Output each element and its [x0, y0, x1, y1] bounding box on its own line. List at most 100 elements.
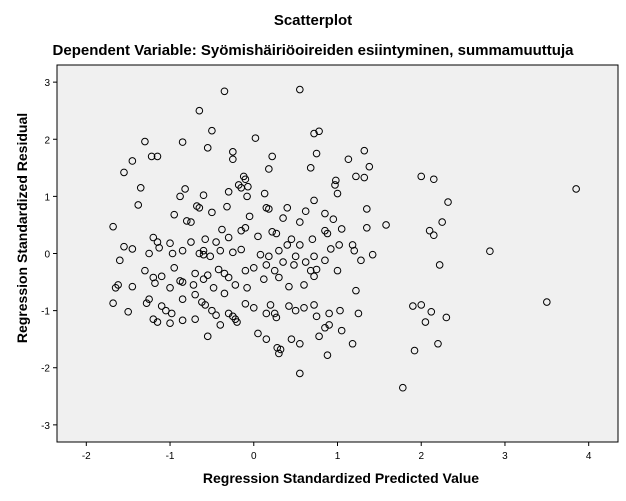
data-point: [181, 185, 189, 193]
data-point: [360, 173, 369, 182]
data-point: [260, 275, 268, 284]
data-point: [120, 168, 128, 177]
data-point: [331, 181, 339, 189]
data-point: [229, 155, 237, 164]
data-point: [212, 238, 220, 246]
data-point: [321, 256, 329, 265]
data-point: [409, 302, 417, 310]
data-point: [153, 238, 162, 246]
data-point: [128, 245, 137, 253]
data-point: [241, 299, 250, 308]
data-point: [325, 309, 333, 318]
data-point: [308, 235, 317, 244]
data-point: [268, 227, 276, 236]
data-point: [333, 266, 342, 275]
data-point: [189, 281, 198, 289]
data-point: [224, 233, 233, 242]
data-point: [243, 283, 251, 292]
data-point: [350, 246, 359, 255]
data-point: [348, 339, 357, 348]
data-point: [368, 250, 377, 259]
data-point: [365, 162, 374, 171]
data-point: [208, 126, 216, 135]
data-point: [434, 339, 442, 348]
data-point: [272, 313, 281, 322]
data-point: [206, 252, 215, 261]
data-point: [300, 303, 308, 312]
data-point: [312, 265, 321, 274]
data-point: [321, 209, 329, 218]
data-point: [266, 301, 275, 309]
data-point: [265, 165, 273, 173]
data-point: [301, 207, 310, 216]
data-point: [109, 222, 117, 231]
data-point: [114, 281, 122, 289]
data-point: [310, 272, 318, 281]
data-point: [323, 351, 332, 359]
data-point: [216, 246, 225, 255]
data-point: [214, 265, 223, 274]
data-point: [285, 302, 293, 310]
data-point: [191, 290, 199, 299]
data-point: [187, 218, 195, 226]
data-point: [296, 218, 304, 226]
data-points: [109, 85, 580, 392]
data-point: [251, 134, 260, 142]
data-point: [178, 316, 187, 325]
data-point: [329, 215, 338, 224]
data-point: [572, 185, 580, 193]
data-point: [245, 212, 254, 221]
data-point: [166, 319, 174, 327]
data-point: [306, 266, 315, 275]
data-point: [283, 241, 292, 249]
data-point: [134, 201, 143, 209]
data-point: [209, 283, 218, 292]
data-point: [283, 204, 292, 212]
data-point: [191, 269, 199, 278]
data-point: [296, 241, 304, 249]
data-point: [249, 303, 258, 312]
data-point: [265, 252, 273, 261]
data-point: [417, 301, 426, 309]
data-point: [301, 258, 310, 266]
data-point: [109, 299, 117, 307]
data-point: [223, 202, 231, 211]
data-point: [296, 85, 304, 94]
data-point: [153, 152, 162, 161]
y-tick-label: -1: [41, 307, 50, 318]
data-point: [315, 332, 323, 341]
data-point: [275, 273, 283, 282]
data-point: [323, 229, 332, 238]
data-point: [176, 277, 184, 285]
data-point: [145, 249, 153, 258]
data-point: [178, 246, 187, 255]
data-point: [157, 272, 166, 281]
data-point: [335, 241, 343, 249]
data-point: [195, 106, 204, 115]
data-point: [337, 326, 346, 335]
x-axis-label: Regression Standardized Predicted Value: [202, 470, 480, 486]
data-point: [142, 299, 151, 307]
data-point: [182, 217, 191, 225]
data-point: [363, 223, 371, 232]
data-point: [306, 164, 315, 172]
data-point: [337, 225, 346, 233]
data-point: [157, 302, 166, 310]
x-tick-label: 0: [251, 451, 257, 462]
data-point: [216, 321, 225, 329]
data-point: [166, 283, 174, 292]
data-point: [141, 266, 149, 275]
data-point: [241, 266, 250, 275]
axis-ticks: -2 -1 0 1 2 3 4 -3 -2 -1 0 1 2 3: [41, 78, 592, 462]
data-point: [352, 172, 360, 181]
data-point: [151, 279, 159, 288]
y-tick-label: -2: [41, 364, 50, 375]
data-point: [360, 146, 369, 155]
data-point: [333, 189, 342, 198]
data-point: [279, 258, 287, 266]
data-point: [410, 346, 419, 355]
data-point: [435, 261, 444, 269]
y-tick-label: -3: [41, 421, 50, 432]
data-point: [155, 243, 163, 252]
